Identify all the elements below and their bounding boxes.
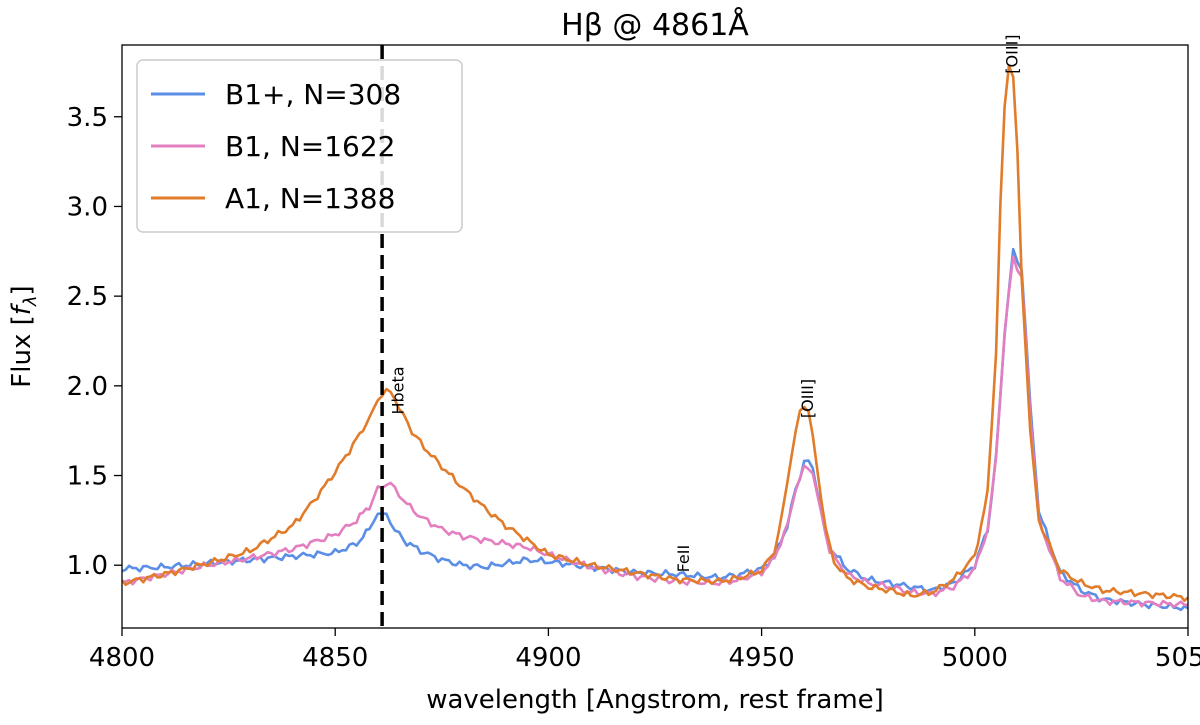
x-tick-label: 4950	[729, 643, 795, 673]
annotation-layer: Hbeta FeII [OIII] [OIII]	[388, 34, 1021, 572]
legend-entry: A1, N=1388	[225, 182, 395, 215]
y-tick-label: 3.0	[67, 192, 108, 222]
annotation-label: [OIII]	[1002, 34, 1021, 73]
series-layer	[122, 64, 1188, 612]
legend-entry: B1, N=1622	[225, 130, 396, 163]
annotation-label: FeII	[674, 545, 693, 573]
y-tick-label: 1.5	[67, 462, 108, 492]
x-axis-label: wavelength [Angstrom, rest frame]	[426, 685, 884, 715]
series-line-3	[122, 64, 1188, 603]
plot-frame	[121, 44, 1189, 629]
y-axis-ticks: 1.0 1.5 2.0 2.5 3.0 3.5	[67, 103, 122, 581]
annotation-label: Hbeta	[388, 366, 407, 414]
y-tick-label: 2.5	[67, 282, 108, 312]
y-tick-label: 2.0	[67, 372, 108, 402]
x-tick-label: 4800	[89, 643, 155, 673]
legend-entry: B1+, N=308	[225, 78, 401, 111]
series-line-2	[122, 255, 1188, 609]
x-tick-label: 4850	[302, 643, 368, 673]
y-axis-label: Flux [fλ]	[7, 285, 41, 387]
y-tick-label: 3.5	[67, 103, 108, 133]
x-tick-label: 4900	[515, 643, 581, 673]
y-tick-label: 1.0	[67, 551, 108, 581]
series-line-1	[122, 247, 1188, 612]
x-tick-label: 5000	[942, 643, 1008, 673]
legend-box	[136, 59, 463, 233]
chart-title: Hβ @ 4861Å	[561, 7, 749, 43]
legend: B1+, N=308 B1, N=1622 A1, N=1388	[136, 59, 463, 233]
annotation-label: [OIII]	[798, 379, 817, 418]
